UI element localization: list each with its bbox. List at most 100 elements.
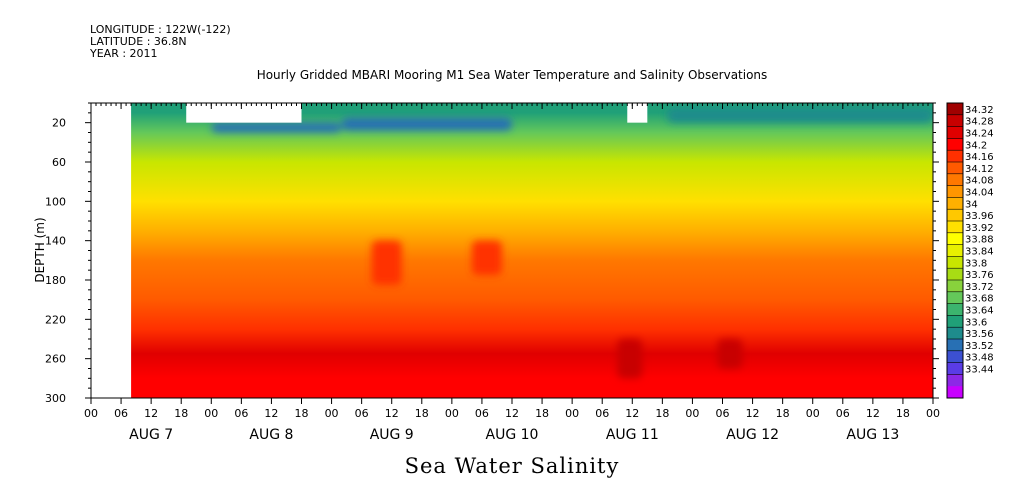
x-hour-tick-label: 00 [565, 407, 579, 420]
colorbar-label: 33.84 [965, 247, 994, 258]
colorbar-swatch [947, 126, 963, 139]
x-day-label: AUG 8 [249, 427, 293, 443]
salinity-anomaly-5 [617, 339, 643, 379]
y-tick-label: 260 [45, 353, 66, 366]
colorbar-swatch [947, 350, 963, 364]
x-day-label: AUG 12 [726, 427, 779, 443]
colorbar-label: 33.48 [965, 353, 994, 364]
year-label: YEAR : 2011 [90, 47, 158, 60]
colorbar-swatch [947, 268, 963, 281]
x-day-label: AUG 13 [846, 427, 899, 443]
colorbar-label: 34 [965, 199, 978, 210]
x-day-label: AUG 10 [486, 427, 539, 443]
colorbar-swatch [947, 197, 963, 210]
missing-data-block-0 [91, 103, 132, 398]
colorbar-label: 33.64 [965, 306, 994, 317]
colorbar-swatch [947, 362, 963, 375]
plot-area [90, 102, 934, 399]
colorbar-swatch [947, 386, 963, 399]
colorbar-label: 33.88 [965, 235, 994, 246]
x-hour-tick-label: 12 [264, 407, 278, 420]
x-hour-tick-label: 06 [355, 407, 369, 420]
colorbar-swatch [947, 291, 963, 305]
x-hour-tick-label: 00 [685, 407, 699, 420]
y-tick-label: 300 [45, 392, 66, 405]
colorbar-swatch [947, 173, 963, 187]
salinity-anomaly-2 [667, 107, 933, 123]
x-hour-tick-label: 18 [174, 407, 188, 420]
y-axis-label: DEPTH (m) [33, 217, 47, 282]
x-hour-tick-label: 06 [595, 407, 609, 420]
x-hour-tick-label: 06 [234, 407, 248, 420]
colorbar-label: 34.2 [965, 140, 987, 151]
salinity-anomaly-0 [211, 122, 342, 133]
x-hour-tick-label: 18 [655, 407, 669, 420]
colorbar-label: 33.72 [965, 282, 994, 293]
x-hour-tick-label: 06 [114, 407, 128, 420]
salinity-anomaly-1 [341, 117, 512, 131]
y-tick-label: 60 [52, 156, 66, 169]
colorbar-swatch [947, 103, 963, 116]
colorbar-label: 34.32 [965, 105, 994, 116]
x-hour-tick-label: 06 [716, 407, 730, 420]
colorbar-label: 33.56 [965, 329, 994, 340]
salinity-anomaly-4 [471, 240, 502, 276]
x-hour-tick-label: 12 [625, 407, 639, 420]
colorbar-swatch [947, 374, 963, 387]
colorbar-frame [946, 102, 964, 399]
x-hour-tick-label: 18 [295, 407, 309, 420]
y-tick-label: 100 [45, 195, 66, 208]
colorbar-label: 33.6 [965, 317, 987, 328]
latitude-label: LATITUDE : 36.8N [90, 35, 187, 48]
x-hour-tick-label: 06 [475, 407, 489, 420]
colorbar-label: 34.16 [965, 152, 994, 163]
colorbar-swatch [947, 244, 963, 257]
y-tick-label: 140 [45, 235, 66, 248]
x-hour-tick-label: 00 [806, 407, 820, 420]
colorbar-label: 33.76 [965, 270, 994, 281]
x-hour-tick-label: 00 [325, 407, 339, 420]
x-hour-tick-label: 18 [535, 407, 549, 420]
x-hour-tick-label: 18 [415, 407, 429, 420]
y-tick-label: 180 [45, 274, 66, 287]
x-hour-tick-label: 00 [204, 407, 218, 420]
colorbar-swatch [947, 162, 963, 175]
colorbar-swatch [947, 150, 963, 163]
salinity-anomaly-6 [717, 339, 743, 369]
x-axis-title: Sea Water Salinity [404, 454, 620, 478]
colorbar-label: 34.08 [965, 176, 994, 187]
x-hour-tick-label: 12 [746, 407, 760, 420]
colorbar-label: 33.96 [965, 211, 994, 222]
colorbar-swatch [947, 280, 963, 293]
colorbar-swatch [947, 138, 963, 151]
colorbar-swatch [947, 209, 963, 222]
colorbar-label: 34.04 [965, 188, 994, 199]
x-hour-tick-label: 12 [144, 407, 158, 420]
colorbar-label: 34.24 [965, 129, 994, 140]
x-hour-tick-label: 12 [866, 407, 880, 420]
salinity-field [91, 103, 933, 398]
colorbar-swatch [947, 339, 963, 352]
y-tick-label: 20 [52, 117, 66, 130]
colorbar-label: 34.12 [965, 164, 994, 175]
x-hour-tick-label: 18 [896, 407, 910, 420]
colorbar-swatch [947, 303, 963, 316]
y-tick-label: 220 [45, 313, 66, 326]
colorbar-swatch [947, 114, 963, 128]
x-hour-tick-label: 00 [445, 407, 459, 420]
x-hour-tick-label: 12 [385, 407, 399, 420]
x-day-label: AUG 7 [129, 427, 173, 443]
x-day-label: AUG 9 [370, 427, 414, 443]
salinity-anomaly-3 [371, 240, 402, 285]
colorbar-swatch [947, 315, 963, 328]
colorbar-swatch [947, 232, 963, 246]
colorbar-label: 33.8 [965, 258, 987, 269]
x-hour-tick-label: 12 [505, 407, 519, 420]
chart-title: Hourly Gridded MBARI Mooring M1 Sea Wate… [256, 68, 768, 82]
missing-data-block-1 [186, 103, 302, 123]
colorbar-swatch [947, 221, 963, 234]
colorbar-label: 33.44 [965, 365, 994, 376]
longitude-label: LONGITUDE : 122W(-122) [90, 23, 231, 36]
x-hour-tick-label: 00 [84, 407, 98, 420]
x-hour-tick-label: 06 [836, 407, 850, 420]
